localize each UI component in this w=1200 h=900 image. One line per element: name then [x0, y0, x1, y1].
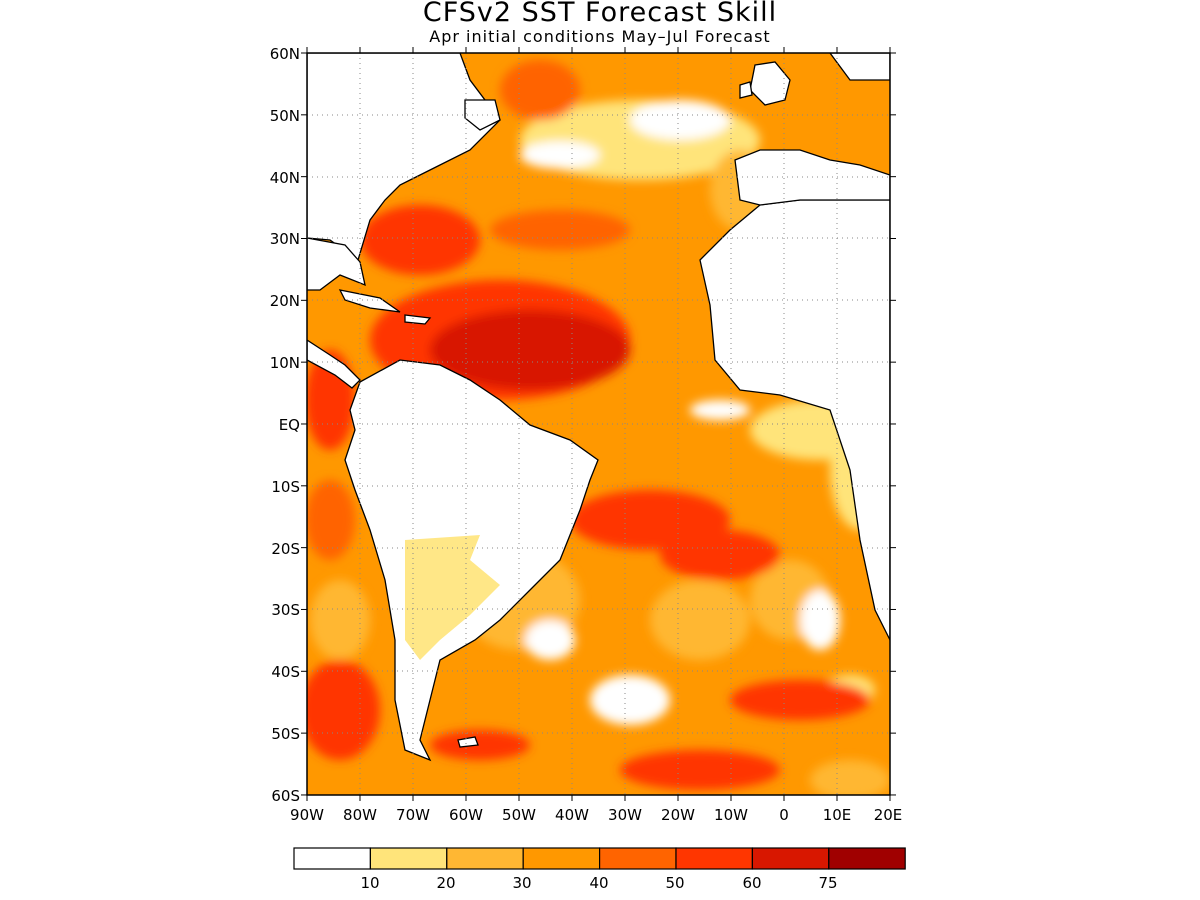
colorbar-swatch — [828, 847, 906, 870]
colorbar-label: 20 — [436, 874, 455, 892]
skill-field — [307, 53, 890, 795]
lon-label: 20E — [874, 806, 903, 824]
lat-label: 10N — [270, 354, 300, 372]
map-title: CFSv2 SST Forecast Skill — [422, 0, 778, 28]
lat-label: 30N — [270, 230, 300, 248]
lat-label: 50S — [271, 725, 300, 743]
lat-label: 20S — [271, 540, 300, 558]
lon-label: 80W — [343, 806, 377, 824]
lon-label: 30W — [608, 806, 642, 824]
lon-label: 20W — [661, 806, 695, 824]
colorbar-swatch — [446, 847, 524, 870]
lat-label: 20N — [270, 292, 300, 310]
lat-label: 40N — [270, 169, 300, 187]
lat-label: 40S — [271, 663, 300, 681]
colorbar-label: 60 — [742, 874, 761, 892]
lon-label: 10E — [823, 806, 852, 824]
colorbar-swatch — [675, 847, 754, 870]
colorbar-label: 75 — [818, 874, 837, 892]
colorbar-swatches — [293, 847, 906, 870]
map-subtitle: Apr initial conditions May–Jul Forecast — [429, 27, 771, 46]
colorbar-swatch — [751, 847, 830, 870]
lat-label: 60N — [270, 45, 300, 63]
colorbar-swatch — [369, 847, 448, 870]
colorbar-swatch — [293, 847, 372, 870]
lat-label: 60S — [271, 787, 300, 805]
lat-label: 30S — [271, 601, 300, 619]
colorbar-label: 10 — [360, 874, 379, 892]
lat-label: 50N — [270, 107, 300, 125]
colorbar-label: 50 — [665, 874, 684, 892]
lat-axis: 60N 50N 40N 30N 20N 10N EQ 10S 20S 30S 4… — [270, 45, 300, 805]
grid-lines — [307, 53, 890, 795]
lon-label: 50W — [502, 806, 536, 824]
lon-label: 90W — [290, 806, 324, 824]
lat-label: EQ — [279, 416, 300, 434]
colorbar-labels: 10 20 30 40 50 60 75 — [360, 874, 837, 892]
lon-label: 0 — [779, 806, 789, 824]
lon-label: 40W — [555, 806, 589, 824]
lon-axis: 90W 80W 70W 60W 50W 40W 30W 20W 10W 0 10… — [290, 806, 902, 824]
colorbar: 10 20 30 40 50 60 75 — [293, 847, 906, 892]
lon-label: 70W — [396, 806, 430, 824]
lat-label: 10S — [271, 478, 300, 496]
colorbar-label: 40 — [589, 874, 608, 892]
colorbar-swatch — [522, 847, 601, 870]
lon-label: 60W — [449, 806, 483, 824]
colorbar-swatch — [598, 847, 677, 870]
colorbar-label: 30 — [512, 874, 531, 892]
axis-ticks — [301, 47, 896, 801]
lon-label: 10W — [714, 806, 748, 824]
